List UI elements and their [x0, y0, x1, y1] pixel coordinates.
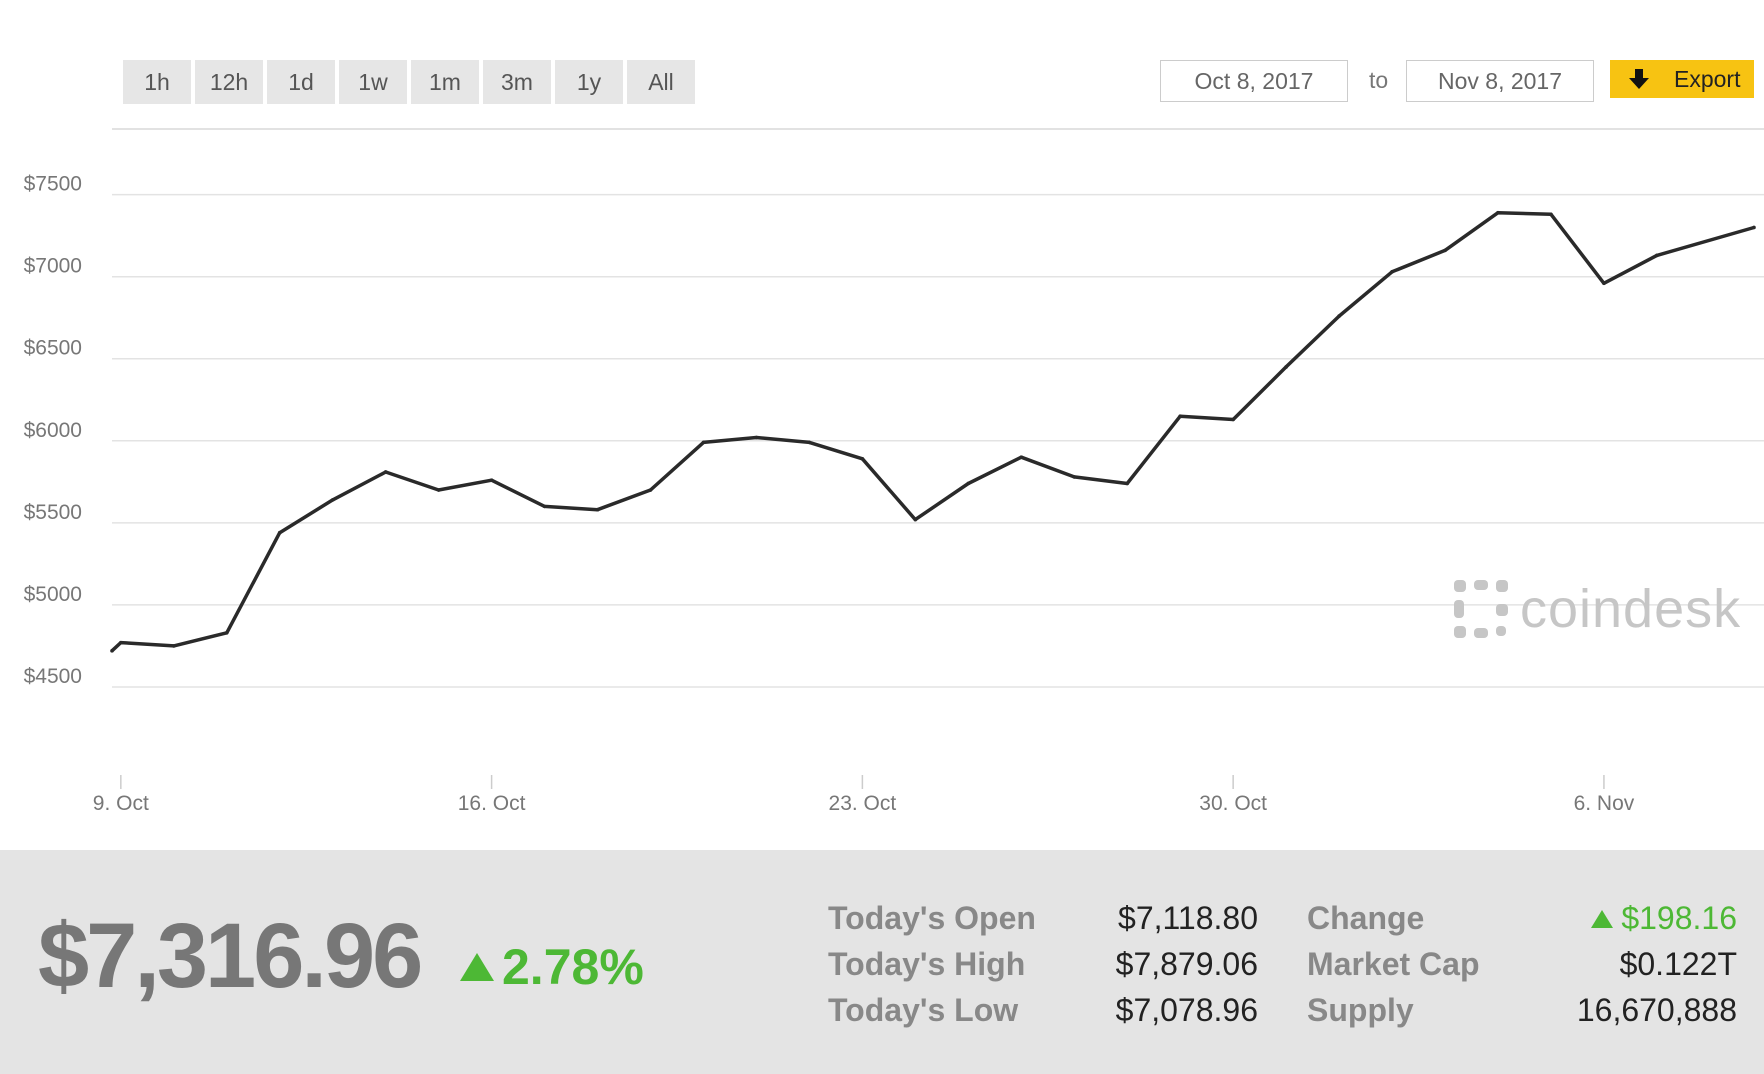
y-tick-label: $5000 — [24, 583, 82, 606]
price-series-line — [110, 210, 1755, 653]
data-point — [489, 478, 494, 482]
data-point — [595, 507, 600, 512]
y-tick-label: $7500 — [24, 173, 82, 196]
export-button[interactable]: Export — [1610, 60, 1754, 98]
range-1m-button[interactable]: 1m — [411, 60, 479, 104]
data-point — [1443, 248, 1447, 253]
change-label: Change — [1307, 900, 1425, 936]
range-1d-button[interactable]: 1d — [267, 60, 335, 104]
y-tick-label: $6000 — [24, 419, 82, 442]
data-point — [860, 457, 865, 461]
x-tick-label: 6. Nov — [1574, 792, 1635, 815]
coindesk-watermark: coindesk — [1452, 578, 1741, 640]
market-cap-value: $0.122T — [1619, 946, 1737, 982]
y-tick-label: $5500 — [24, 501, 82, 524]
export-label: Export — [1674, 65, 1741, 92]
range-12h-button[interactable]: 12h — [195, 60, 263, 104]
data-point — [1019, 455, 1024, 460]
date-range-separator: to — [1369, 67, 1389, 93]
price-series-points — [110, 210, 1756, 653]
data-point — [542, 504, 547, 509]
data-point — [1125, 481, 1130, 486]
data-point — [966, 481, 971, 486]
range-1y-button[interactable]: 1y — [555, 60, 623, 104]
supply-label: Supply — [1307, 992, 1414, 1028]
y-tick-label: $4500 — [24, 665, 82, 688]
data-point — [1284, 365, 1288, 369]
data-point — [913, 517, 918, 522]
change-percent-value: 2.78% — [502, 939, 644, 995]
data-point — [436, 488, 441, 492]
data-point — [330, 498, 335, 502]
range-1h-button[interactable]: 1h — [123, 60, 191, 104]
data-point — [1752, 225, 1756, 230]
todays-low-label: Today's Low — [828, 992, 1019, 1028]
data-point — [648, 488, 653, 492]
data-point — [1496, 210, 1500, 215]
supply-value: 16,670,888 — [1576, 992, 1737, 1028]
x-tick-label: 23. Oct — [829, 792, 897, 815]
todays-low-value: $7,078.96 — [1115, 992, 1258, 1028]
download-arrow-icon — [1629, 69, 1649, 89]
data-point — [1337, 314, 1341, 318]
data-point — [1390, 269, 1394, 274]
y-tick-label: $7000 — [24, 255, 82, 278]
data-point — [110, 649, 114, 653]
todays-open-label: Today's Open — [828, 900, 1036, 936]
price-chart: $4500 $5000 $5500 $6000 $6500 $7000 $7500 9. O… — [24, 128, 1764, 815]
data-point — [701, 440, 706, 445]
todays-open-value: $7,118.80 — [1118, 900, 1258, 936]
data-point — [754, 435, 759, 440]
y-axis: $4500 $5000 $5500 $6000 $6500 $7000 $7500 — [24, 173, 82, 688]
todays-high-value: $7,879.06 — [1115, 946, 1258, 982]
up-triangle-icon — [1591, 909, 1614, 928]
change-value: $198.16 — [1591, 900, 1737, 937]
change-percent: 2.78% — [460, 938, 644, 996]
current-price: $7,316.96 — [38, 905, 423, 1007]
data-point — [807, 440, 812, 445]
date-from-input[interactable]: Oct 8, 2017 — [1160, 60, 1348, 102]
chart-grid — [112, 193, 1764, 688]
data-point — [171, 644, 176, 648]
coindesk-logo-icon — [1454, 580, 1508, 638]
data-point — [1231, 417, 1235, 422]
range-all-button[interactable]: All — [627, 60, 695, 104]
range-3m-button[interactable]: 3m — [483, 60, 551, 104]
data-point — [119, 640, 123, 645]
y-tick-label: $6500 — [24, 337, 82, 360]
data-point — [383, 470, 388, 474]
x-tick-label: 9. Oct — [93, 792, 149, 815]
date-to-input[interactable]: Nov 8, 2017 — [1406, 60, 1594, 102]
data-point — [224, 630, 229, 635]
x-axis: 9. Oct 16. Oct 23. Oct 30. Oct 6. Nov — [93, 775, 1635, 815]
data-point — [1655, 253, 1659, 258]
time-range-selector: 1h 12h 1d 1w 1m 3m 1y All — [123, 60, 695, 104]
todays-high-label: Today's High — [828, 946, 1026, 982]
range-1w-button[interactable]: 1w — [339, 60, 407, 104]
data-point — [1072, 475, 1077, 479]
up-triangle-icon — [460, 953, 494, 981]
data-point — [1549, 212, 1553, 217]
data-point — [1602, 281, 1606, 286]
price-stats-panel: $7,316.96 2.78% Today's Open $7,118.80 T… — [0, 850, 1764, 1074]
x-tick-label: 16. Oct — [458, 792, 526, 815]
data-point — [277, 530, 282, 535]
watermark-text: coindesk — [1520, 579, 1742, 639]
market-cap-label: Market Cap — [1307, 946, 1480, 982]
data-point — [1178, 414, 1182, 418]
change-amount: $198.16 — [1621, 900, 1737, 936]
x-tick-label: 30. Oct — [1199, 792, 1267, 815]
